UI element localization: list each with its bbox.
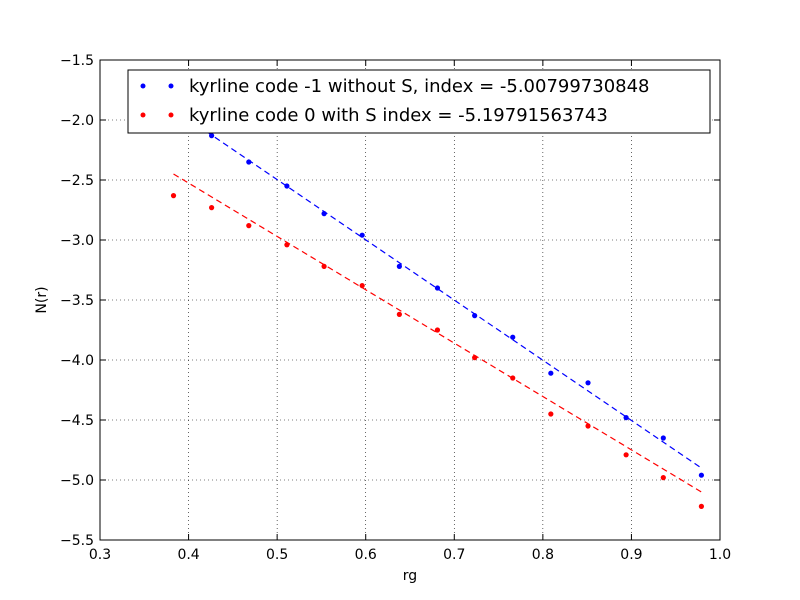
data-point-series-1 (548, 370, 554, 376)
legend-box (127, 69, 711, 134)
x-axis-label: rg (403, 568, 417, 584)
legend-marker-red-a (140, 112, 146, 118)
y-tick-label: −4.0 (60, 353, 94, 369)
data-point-series-1 (284, 183, 290, 189)
data-point-series-2 (698, 503, 705, 509)
data-point-series-2 (246, 223, 252, 229)
data-point-series-1 (585, 380, 591, 386)
data-point-series-1 (660, 435, 666, 441)
y-axis-label: N(r) (34, 286, 50, 313)
data-point-series-2 (321, 263, 327, 269)
data-point-series-2 (585, 423, 591, 429)
data-point-series-2 (359, 283, 365, 289)
data-point-series-2 (396, 311, 402, 317)
y-tick-label: −4.5 (60, 413, 94, 429)
data-point-series-1 (321, 211, 327, 217)
ticks (99, 59, 721, 541)
data-point-series-2 (284, 242, 290, 248)
data-point-series-1 (472, 313, 478, 319)
tick-labels: 0.3 0.4 0.5 0.6 0.7 0.8 0.9 1.0 −1.5 −2.0 −2.5 −3.0… (60, 53, 731, 563)
x-tick-label: 0.5 (266, 547, 288, 563)
data-point-series-2 (510, 375, 516, 381)
data-point-series-1 (698, 472, 705, 478)
data-point-series-1 (209, 133, 215, 139)
data-point-series-2 (660, 475, 666, 481)
legend-marker-blue-a (140, 83, 146, 89)
data-point-series-2 (170, 193, 177, 199)
x-tick-label: 0.8 (532, 547, 554, 563)
data-point-series-1 (510, 334, 516, 340)
data-point-series-2 (209, 205, 215, 211)
x-tick-label: 0.4 (177, 547, 199, 563)
data-point-series-1 (396, 263, 402, 269)
legend-label-series-1: kyrline code -1 without S, index = -5.00… (189, 76, 650, 97)
y-tick-label: −2.0 (60, 113, 94, 129)
data-point-series-2 (434, 327, 441, 333)
legend: kyrline code -1 without S, index = -5.00… (127, 69, 711, 134)
y-tick-label: −5.0 (60, 473, 94, 489)
legend-marker-blue-b (168, 83, 174, 89)
data-point-series-1 (359, 232, 365, 238)
x-tick-label: 0.6 (355, 547, 377, 563)
y-tick-label: −1.5 (60, 53, 94, 69)
data-point-series-1 (623, 415, 629, 421)
data-point-series-1 (246, 159, 252, 165)
y-tick-label: −5.5 (60, 533, 94, 549)
x-tick-label: 0.7 (443, 547, 465, 563)
fit-lines (173, 108, 702, 493)
data-point-series-2 (472, 355, 478, 361)
fit-line-series-1 (173, 108, 702, 469)
y-tick-label: −2.5 (60, 173, 94, 189)
data-point-series-1 (434, 285, 441, 291)
fit-line-series-2 (173, 173, 702, 493)
x-tick-label: 1.0 (709, 547, 731, 563)
data-points (170, 100, 705, 509)
data-point-series-2 (623, 452, 629, 458)
data-point-series-2 (548, 411, 554, 417)
x-tick-label: 0.9 (620, 547, 642, 563)
y-tick-label: −3.0 (60, 233, 94, 249)
legend-label-series-2: kyrline code 0 with S index = -5.1979156… (189, 105, 608, 126)
y-tick-label: −3.5 (60, 293, 94, 309)
x-tick-label: 0.3 (89, 547, 111, 563)
legend-marker-red-b (168, 112, 174, 118)
